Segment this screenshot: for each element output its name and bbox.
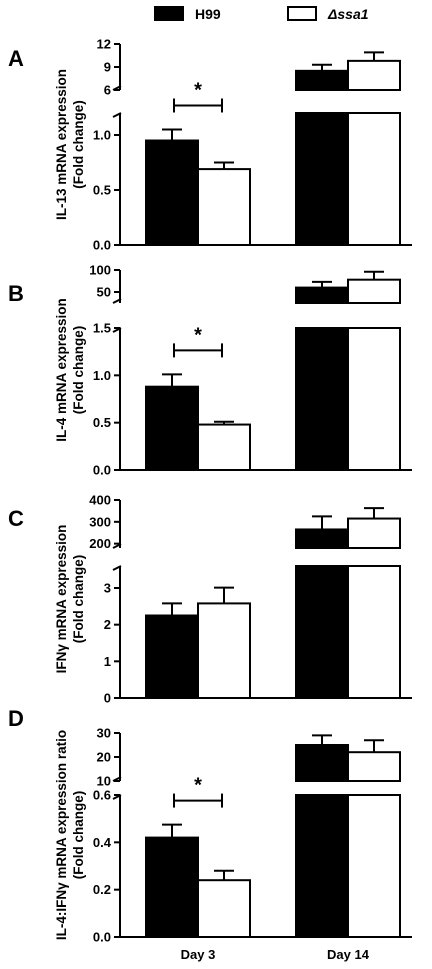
axis-break-mark <box>112 543 122 549</box>
axis-break-mark <box>112 565 122 571</box>
panel-letter: C <box>8 506 24 531</box>
y-tick-label: 20 <box>97 750 111 765</box>
panel-c: C IFNγ mRNA expression (Fold change) 0 1 2 3 20… <box>8 493 412 706</box>
bar-dssa1 <box>197 423 251 471</box>
y-axis-label: IL-4:IFNγ mRNA expression ratio <box>54 730 69 940</box>
y-tick-label: 0.5 <box>93 415 111 430</box>
bar-h99-upper <box>295 69 349 92</box>
bar-dssa1-upper <box>347 517 401 550</box>
bar-h99-lower <box>295 794 349 938</box>
legend-label: H99 <box>195 6 221 22</box>
bar-dssa1-upper <box>347 59 401 91</box>
y-axis-label: (Fold change) <box>71 100 86 189</box>
significance-star: * <box>194 80 202 102</box>
significance-star: * <box>194 324 202 346</box>
legend-swatch <box>287 6 317 21</box>
panel-a: A IL-13 mRNA expression (Fold change) 0.0 0.… <box>8 37 412 253</box>
y-tick-label: 400 <box>89 493 111 508</box>
panel-letter: A <box>8 46 24 71</box>
y-tick-label: 1 <box>104 654 111 669</box>
y-tick-label: 300 <box>89 514 111 529</box>
bar-dssa1-upper <box>347 751 401 783</box>
y-tick-label: 1.5 <box>93 321 111 336</box>
y-tick-label: 1.0 <box>93 368 111 383</box>
bar-h99-upper <box>295 528 349 549</box>
legend-label: Δssa1 <box>327 6 369 22</box>
axis-break-mark <box>112 298 122 304</box>
y-tick-label: 0.5 <box>93 183 111 198</box>
y-axis-label: (Fold change) <box>71 555 86 644</box>
panel-b: B IL-4 mRNA expression (Fold change) 0.0 0.5… <box>8 263 412 478</box>
bar-h99-lower <box>295 565 349 699</box>
legend-item-1: H99 <box>154 6 221 22</box>
y-tick-label: 2 <box>104 617 111 632</box>
y-axis-label: IL-4 mRNA expression <box>54 298 69 442</box>
y-tick-label: 0.0 <box>93 238 111 253</box>
bar-h99 <box>145 614 199 699</box>
y-tick-label: 0.6 <box>93 788 111 803</box>
axis-break-mark <box>112 112 122 118</box>
bar-dssa1-lower <box>347 794 401 938</box>
bar-h99-upper <box>295 286 349 305</box>
x-category-label: Day 14 <box>327 947 370 962</box>
y-tick-label: 0.0 <box>93 930 111 945</box>
y-tick-label: 12 <box>97 37 111 52</box>
bar-h99-upper <box>295 744 349 782</box>
y-tick-label: 0 <box>104 691 111 706</box>
bar-h99 <box>145 836 199 938</box>
y-axis-label: IL-13 mRNA expression <box>54 69 69 220</box>
y-tick-label: 6 <box>104 83 111 98</box>
bar-h99-lower <box>295 112 349 246</box>
legend-swatch <box>154 6 184 21</box>
bar-dssa1 <box>197 168 251 247</box>
panel-letter: D <box>8 706 24 731</box>
panel-d: D IL-4:IFNγ mRNA expression ratio (Fold ch… <box>8 706 412 945</box>
y-tick-label: 0.0 <box>93 463 111 478</box>
y-axis-label: IFNγ mRNA expression <box>54 525 69 674</box>
bar-dssa1 <box>197 879 251 939</box>
bar-h99 <box>145 385 199 471</box>
y-tick-label: 30 <box>97 726 111 741</box>
y-tick-label: 50 <box>97 285 111 300</box>
y-tick-label: 100 <box>89 263 111 278</box>
legend-item-2: Δssa1 <box>287 6 369 22</box>
bar-dssa1-lower <box>347 327 401 471</box>
bar-dssa1-upper <box>347 278 401 304</box>
y-axis-label: (Fold change) <box>71 326 86 415</box>
y-tick-label: 9 <box>104 60 111 75</box>
y-tick-label: 3 <box>104 581 111 596</box>
bar-h99-lower <box>295 327 349 471</box>
y-tick-label: 10 <box>97 774 111 789</box>
y-tick-label: 200 <box>89 536 111 551</box>
y-tick-label: 0.2 <box>93 882 111 897</box>
bar-dssa1 <box>197 602 251 700</box>
x-category-label: Day 3 <box>181 947 216 962</box>
bar-dssa1-lower <box>347 565 401 699</box>
y-tick-label: 0.4 <box>93 835 112 850</box>
panel-letter: B <box>8 281 24 306</box>
bar-h99 <box>145 139 199 246</box>
bar-dssa1-lower <box>347 112 401 246</box>
y-tick-label: 1.0 <box>93 128 111 143</box>
significance-star: * <box>194 775 202 797</box>
y-axis-label: (Fold change) <box>71 791 86 880</box>
